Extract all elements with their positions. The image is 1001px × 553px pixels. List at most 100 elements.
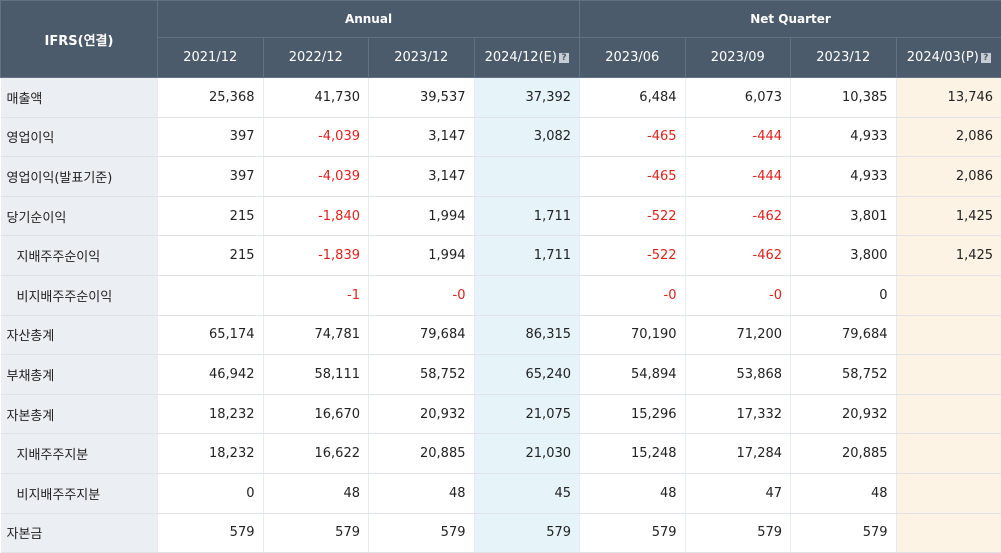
table-cell: 3,147 [369, 117, 475, 157]
row-label: 당기순이익 [1, 196, 158, 236]
table-cell: 18,232 [158, 434, 264, 474]
table-cell: 86,315 [474, 315, 580, 355]
table-cell: 3,801 [791, 196, 897, 236]
table-cell [474, 275, 580, 315]
table-cell: 48 [580, 473, 686, 513]
table-cell: -4,039 [263, 157, 369, 197]
table-cell: -522 [580, 236, 686, 276]
table-cell: -1,840 [263, 196, 369, 236]
table-cell: -0 [580, 275, 686, 315]
row-label: 자본총계 [1, 394, 158, 434]
table-cell: 20,885 [369, 434, 475, 474]
table-cell: 3,800 [791, 236, 897, 276]
row-label: 매출액 [1, 78, 158, 118]
table-cell: 6,073 [685, 78, 791, 118]
table-cell: -444 [685, 157, 791, 197]
table-cell: 74,781 [263, 315, 369, 355]
period-header-provisional: 2024/03(P)? [896, 38, 1001, 78]
period-header: 2023/12 [791, 38, 897, 78]
row-label: 부채총계 [1, 355, 158, 395]
table-cell: 15,248 [580, 434, 686, 474]
table-cell [896, 473, 1001, 513]
table-cell: 397 [158, 157, 264, 197]
table-cell: 79,684 [369, 315, 475, 355]
period-header-estimate: 2024/12(E)? [474, 38, 580, 78]
table-cell: 579 [580, 513, 686, 553]
table-cell: 15,296 [580, 394, 686, 434]
info-icon[interactable]: ? [559, 53, 569, 63]
table-cell: -465 [580, 117, 686, 157]
table-cell: -0 [685, 275, 791, 315]
row-label: 자본금 [1, 513, 158, 553]
table-cell: 0 [791, 275, 897, 315]
annual-header: Annual [158, 1, 580, 38]
table-cell: 20,885 [791, 434, 897, 474]
table-cell: 1,711 [474, 196, 580, 236]
table-cell: 4,933 [791, 157, 897, 197]
table-cell: 21,075 [474, 394, 580, 434]
table-cell: -444 [685, 117, 791, 157]
table-cell: 45 [474, 473, 580, 513]
row-label: 지배주주순이익 [1, 236, 158, 276]
table-cell: 3,147 [369, 157, 475, 197]
table-cell: -1 [263, 275, 369, 315]
period-header: 2023/12 [369, 38, 475, 78]
table-cell: 58,111 [263, 355, 369, 395]
table-cell: -4,039 [263, 117, 369, 157]
table-cell [896, 275, 1001, 315]
table-cell: 79,684 [791, 315, 897, 355]
table-cell: 579 [369, 513, 475, 553]
row-label: 영업이익(발표기준) [1, 157, 158, 197]
row-label: 지배주주지분 [1, 434, 158, 474]
table-cell: 579 [474, 513, 580, 553]
table-cell: 397 [158, 117, 264, 157]
table-cell [896, 394, 1001, 434]
table-cell [896, 315, 1001, 355]
table-cell: 579 [263, 513, 369, 553]
table-cell: 0 [158, 473, 264, 513]
table-cell [896, 513, 1001, 553]
table-cell: 2,086 [896, 157, 1001, 197]
table-cell: 48 [263, 473, 369, 513]
table-cell: 1,425 [896, 196, 1001, 236]
table-cell: -0 [369, 275, 475, 315]
table-cell: 48 [791, 473, 897, 513]
period-header: 2021/12 [158, 38, 264, 78]
table-cell: 18,232 [158, 394, 264, 434]
table-cell: 58,752 [369, 355, 475, 395]
table-cell: 39,537 [369, 78, 475, 118]
table-cell: 1,425 [896, 236, 1001, 276]
table-cell: 53,868 [685, 355, 791, 395]
row-label: 자산총계 [1, 315, 158, 355]
row-label: 영업이익 [1, 117, 158, 157]
info-icon[interactable]: ? [981, 53, 991, 63]
table-cell: 579 [791, 513, 897, 553]
table-cell: 4,933 [791, 117, 897, 157]
table-cell: 41,730 [263, 78, 369, 118]
table-cell: 17,332 [685, 394, 791, 434]
table-cell: 46,942 [158, 355, 264, 395]
table-cell: 37,392 [474, 78, 580, 118]
table-cell: 21,030 [474, 434, 580, 474]
table-cell: 13,746 [896, 78, 1001, 118]
table-cell: -462 [685, 236, 791, 276]
table-cell: 579 [685, 513, 791, 553]
period-header: 2023/06 [580, 38, 686, 78]
table-cell: 6,484 [580, 78, 686, 118]
table-cell: 10,385 [791, 78, 897, 118]
table-cell: 71,200 [685, 315, 791, 355]
table-cell: 58,752 [791, 355, 897, 395]
table-cell [158, 275, 264, 315]
net-quarter-header: Net Quarter [580, 1, 1001, 38]
table-cell: 25,368 [158, 78, 264, 118]
period-header: 2023/09 [685, 38, 791, 78]
table-cell [896, 434, 1001, 474]
